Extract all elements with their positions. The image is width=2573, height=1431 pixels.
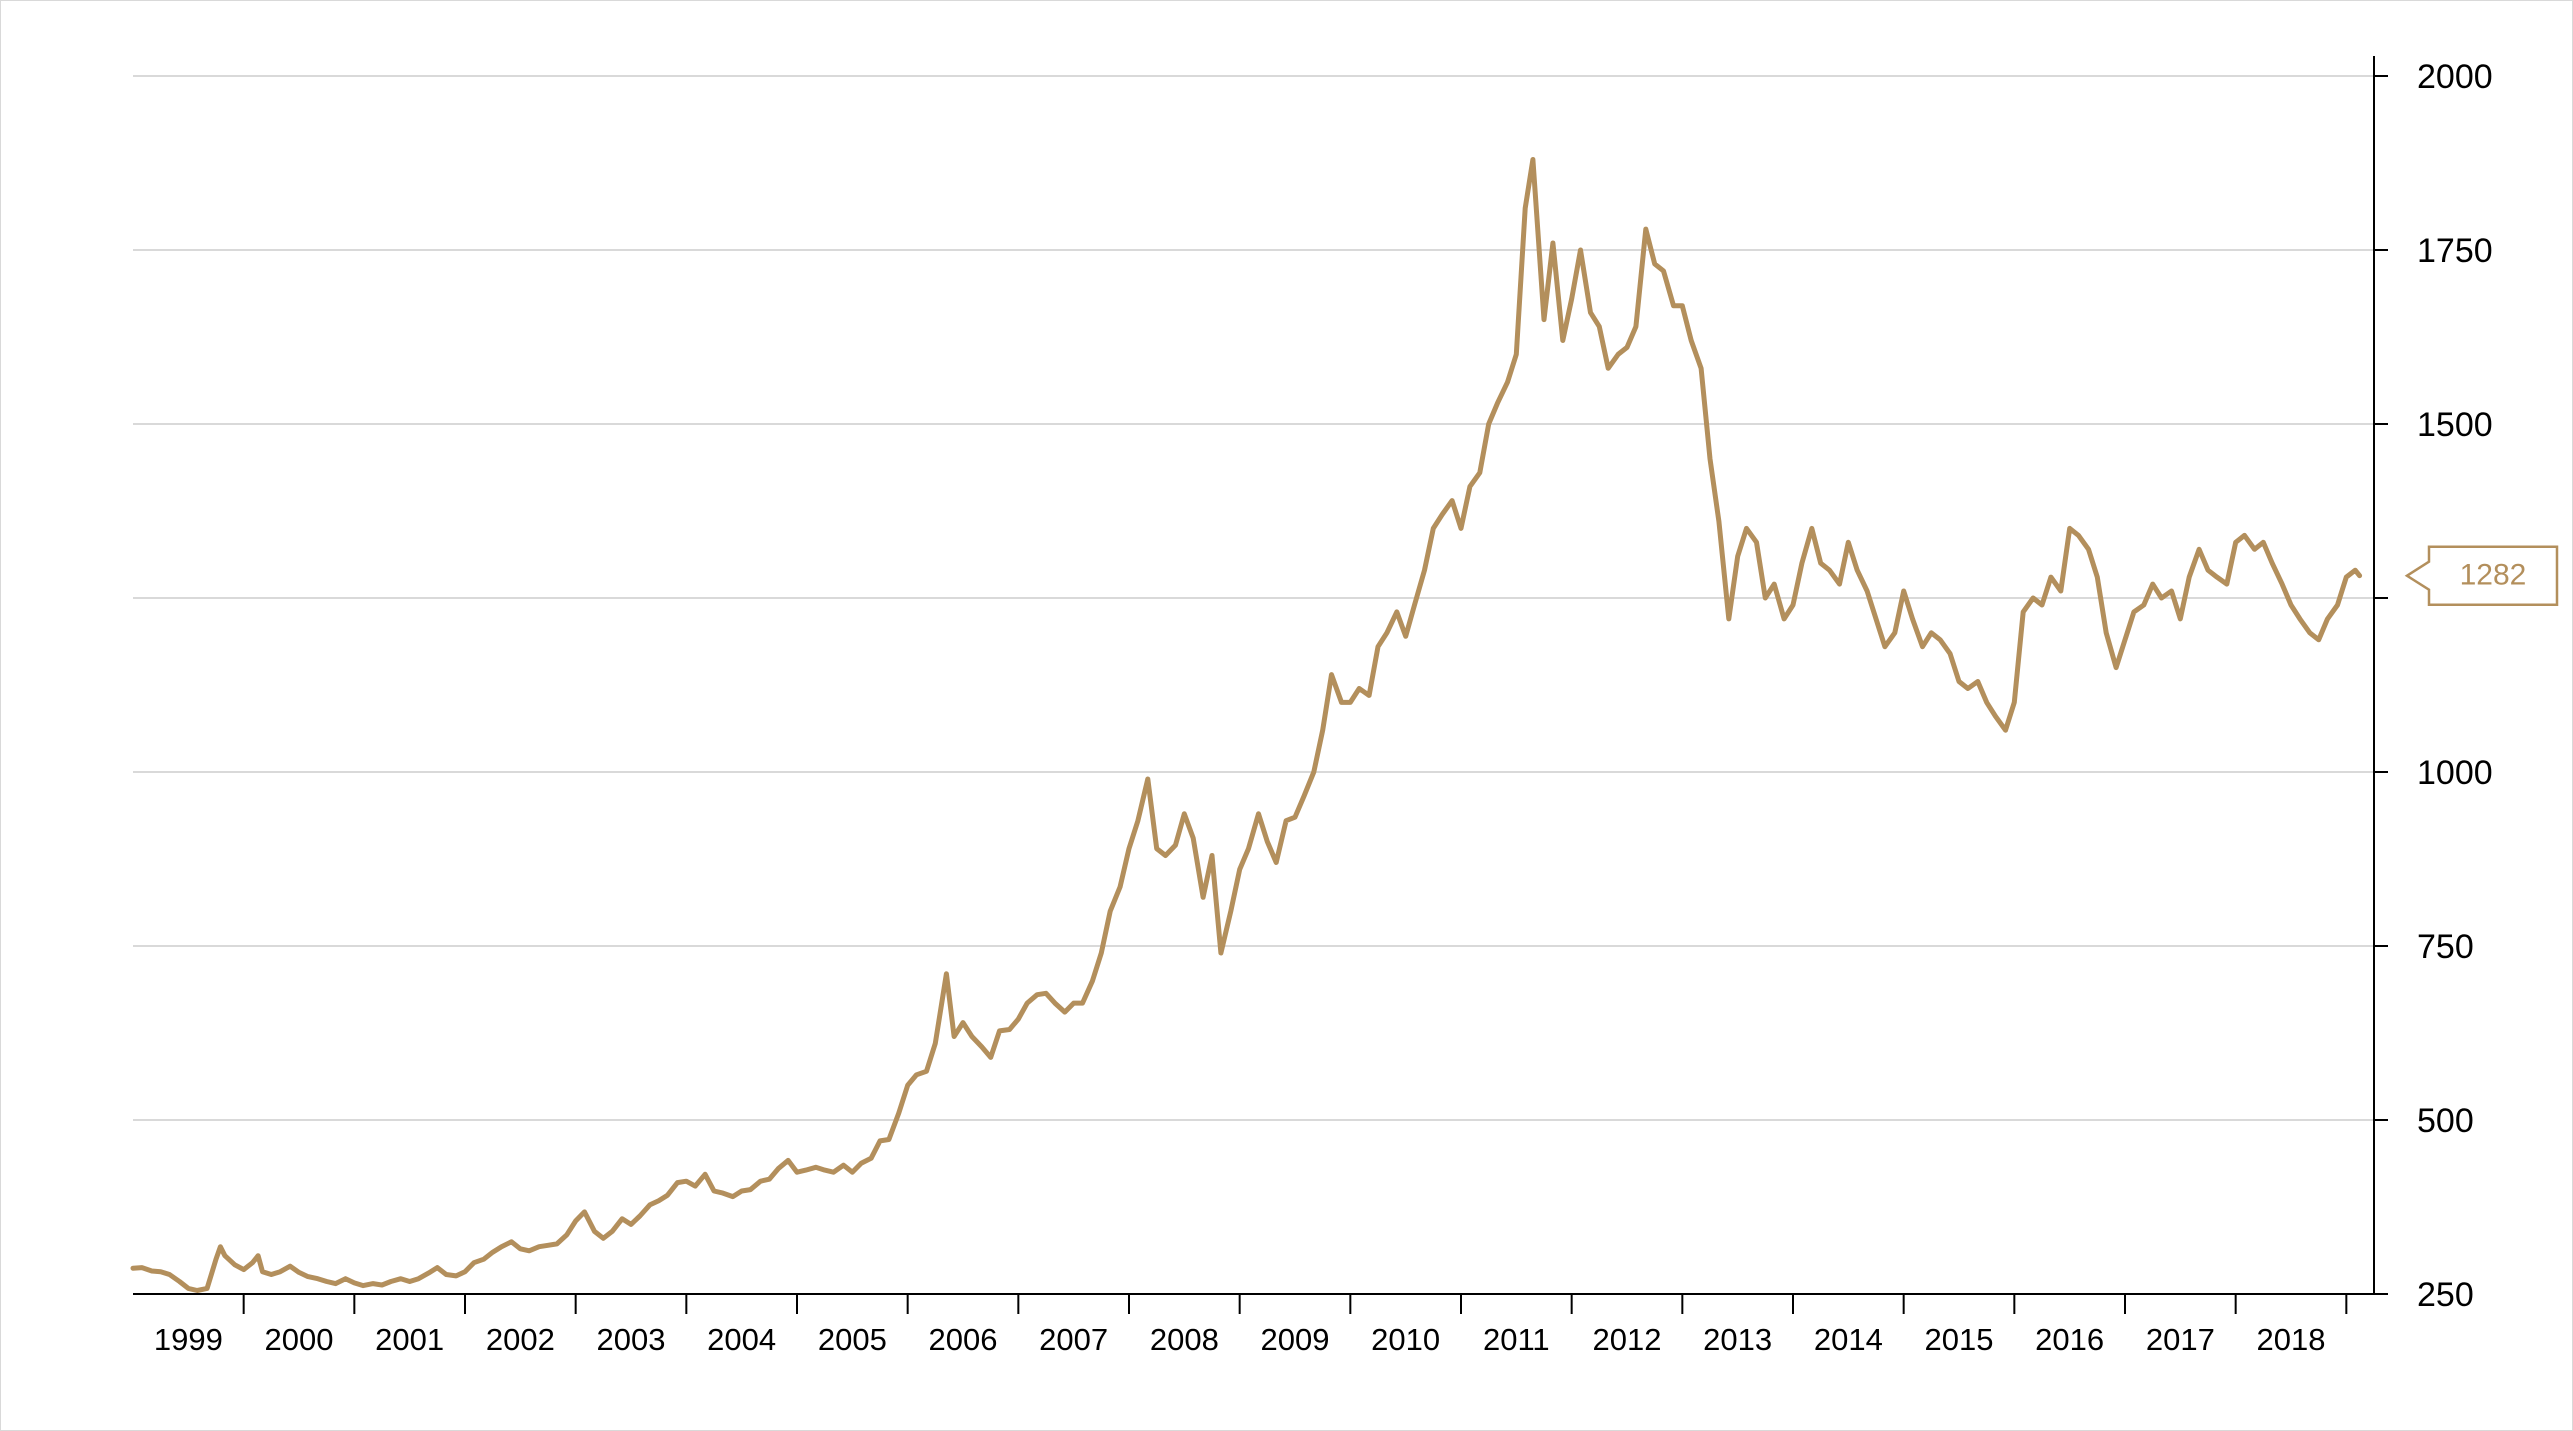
x-tick-label-2012: 2012 [1593, 1322, 1662, 1357]
y-tick-label-750: 750 [2417, 928, 2474, 966]
x-tick-label-2001: 2001 [375, 1322, 444, 1357]
y-tick-label-1750: 1750 [2417, 232, 2493, 270]
gridlines [133, 75, 2374, 1121]
x-axis: 1999 2000 2001 2002 2003 2004 2005 2006 2007 2008… [133, 1293, 2374, 1357]
y-tick-label-1500: 1500 [2417, 406, 2493, 444]
x-tick-label-2013: 2013 [1703, 1322, 1772, 1357]
y-axis: 250 500 750 1000 1500 1750 2000 [2373, 56, 2493, 1314]
x-tick-label-2008: 2008 [1150, 1322, 1219, 1357]
last-value-callout-box [2404, 545, 2559, 606]
y-tick-label-500: 500 [2417, 1102, 2474, 1140]
x-tick-label-2000: 2000 [265, 1322, 334, 1357]
x-tick-label-2002: 2002 [486, 1322, 555, 1357]
x-tick-label-2003: 2003 [597, 1322, 666, 1357]
price-series-line [130, 157, 2363, 1293]
x-tick-label-2004: 2004 [707, 1322, 776, 1357]
x-tick-label-2018: 2018 [2257, 1322, 2326, 1357]
x-tick-label-2010: 2010 [1371, 1322, 1440, 1357]
x-tick-label-2006: 2006 [929, 1322, 998, 1357]
x-tick-label-2005: 2005 [818, 1322, 887, 1357]
x-tick-label-2009: 2009 [1261, 1322, 1330, 1357]
x-tick-label-2015: 2015 [1925, 1322, 1994, 1357]
x-tick-label-2014: 2014 [1814, 1322, 1883, 1357]
y-tick-label-250: 250 [2417, 1276, 2474, 1314]
x-tick-label-1999: 1999 [154, 1322, 223, 1357]
y-tick-label-1000: 1000 [2417, 754, 2493, 792]
last-value-callout: 1282 [2404, 545, 2559, 606]
x-tick-label-2016: 2016 [2035, 1322, 2104, 1357]
x-tick-label-2011: 2011 [1483, 1322, 1550, 1357]
x-tick-label-2017: 2017 [2146, 1322, 2215, 1357]
last-value-label: 1282 [2460, 559, 2527, 592]
y-tick-label-2000: 2000 [2417, 58, 2493, 96]
x-tick-label-2007: 2007 [1039, 1322, 1108, 1357]
